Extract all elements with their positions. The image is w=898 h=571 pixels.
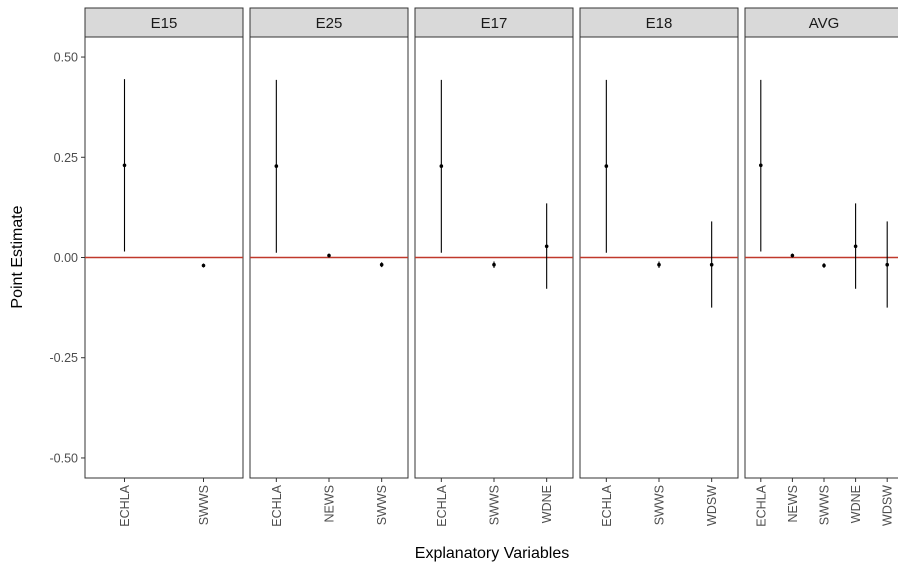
point-estimate: [274, 164, 279, 168]
facet-panels: E15 ECHLA SWWS E25 ECHLA NEWS SWWS E17 ECHLA SWWS…: [84, 7, 898, 527]
x-axis-title: Explanatory Variables: [415, 545, 569, 562]
x-tick-label: WDSW: [705, 485, 719, 526]
x-tick-label: SWWS: [653, 485, 667, 525]
y-axis-title: Point Estimate: [9, 205, 26, 308]
x-tick-label: ECHLA: [754, 484, 768, 526]
x-tick-label: ECHLA: [118, 484, 132, 526]
facet-strip-label: E15: [151, 15, 178, 32]
x-tick-label: WDNE: [540, 485, 554, 523]
point-estimate: [544, 244, 549, 249]
point-estimate: [853, 244, 858, 249]
point-estimate: [759, 163, 763, 168]
point-estimate: [709, 262, 714, 267]
point-estimate: [122, 163, 127, 168]
facet-strip-label: E17: [481, 15, 508, 32]
facet-e25: E25 ECHLA NEWS SWWS: [249, 7, 409, 527]
point-estimate: [439, 164, 444, 168]
x-tick-label: ECHLA: [600, 484, 614, 526]
x-tick-label: SWWS: [818, 485, 832, 525]
facet-strip-label: E18: [646, 15, 673, 32]
y-tick-label: 0.00: [54, 251, 78, 265]
facet-strip-label: E25: [316, 15, 343, 32]
facet-e18: E18 ECHLA SWWS WDSW: [579, 7, 739, 527]
point-estimate: [885, 262, 889, 267]
y-tick-label: -0.25: [50, 351, 79, 365]
facet-strip: [744, 7, 898, 38]
x-tick-label: NEWS: [323, 485, 337, 523]
facet-strip: [414, 7, 574, 38]
facet-strip-label: AVG: [809, 15, 840, 32]
x-tick-label: SWWS: [488, 485, 502, 525]
facet-e17: E17 ECHLA SWWS WDNE: [414, 7, 574, 527]
facet-strip: [579, 7, 739, 38]
y-tick-label: 0.25: [54, 151, 78, 165]
point-estimate: [604, 164, 609, 168]
y-tick-label: 0.50: [54, 51, 78, 65]
x-tick-label: WDNE: [849, 485, 863, 523]
x-tick-label: NEWS: [786, 485, 800, 523]
point-estimate: [657, 262, 661, 267]
y-axis: 0.50 0.25 0.00 -0.25 -0.50: [50, 51, 85, 465]
facet-avg: AVG ECHLA NEWS SWWS WDNE WDSW: [744, 7, 898, 527]
x-tick-label: ECHLA: [435, 484, 449, 526]
facet-strip: [84, 7, 244, 38]
point-estimate: [492, 262, 496, 267]
point-estimate: [327, 253, 331, 258]
x-tick-label: WDSW: [881, 485, 895, 526]
x-tick-label: SWWS: [375, 485, 389, 525]
point-estimate: [790, 253, 795, 258]
facet-e15: E15 ECHLA SWWS: [84, 7, 244, 527]
y-tick-label: -0.50: [50, 451, 79, 465]
x-tick-label: SWWS: [197, 485, 211, 525]
point-estimate: [201, 263, 206, 268]
point-estimate: [822, 263, 826, 268]
point-estimate: [379, 262, 384, 267]
x-tick-label: ECHLA: [270, 484, 284, 526]
